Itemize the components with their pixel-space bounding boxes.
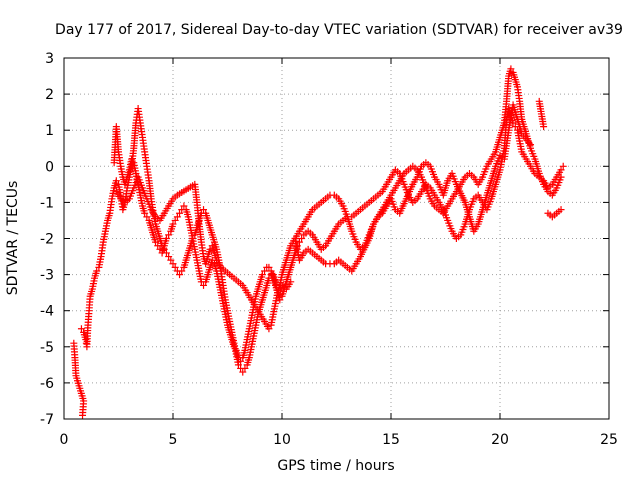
y-tick-label: 1 <box>45 123 54 139</box>
y-tick-label: -4 <box>40 304 54 320</box>
y-tick-label: -6 <box>40 376 54 392</box>
x-tick-labels: 0 5 10 15 20 25 <box>60 432 618 448</box>
data-point <box>154 242 162 250</box>
data-points <box>70 65 567 419</box>
data-point <box>112 177 120 185</box>
data-point <box>171 216 179 224</box>
x-tick-label: 5 <box>169 432 178 448</box>
x-tick-label: 10 <box>273 432 291 448</box>
data-point <box>239 368 247 376</box>
data-point <box>557 166 565 174</box>
y-tick-label: 3 <box>45 51 54 67</box>
x-tick-label: 25 <box>600 432 618 448</box>
data-point <box>261 267 269 275</box>
data-point <box>128 155 136 163</box>
x-tick-label: 20 <box>491 432 509 448</box>
data-point <box>141 209 149 217</box>
data-point <box>173 213 181 221</box>
data-point <box>79 411 87 419</box>
data-point <box>171 263 179 271</box>
data-point <box>200 281 208 289</box>
data-point <box>241 364 249 372</box>
data-point <box>169 260 177 268</box>
data-point <box>165 253 173 261</box>
data-point <box>557 206 565 214</box>
y-axis-label: SDTVAR / TECUs <box>5 181 21 296</box>
data-point <box>180 202 188 210</box>
y-tick-label: -5 <box>40 340 54 356</box>
data-point <box>258 271 266 279</box>
data-point <box>93 267 101 275</box>
data-point <box>298 235 306 242</box>
data-point <box>557 173 565 181</box>
data-point <box>143 213 151 221</box>
data-point <box>165 231 173 239</box>
data-point <box>234 361 242 369</box>
data-point <box>540 123 548 131</box>
data-point <box>265 325 273 333</box>
data-point <box>162 235 170 242</box>
x-axis-label: GPS time / hours <box>277 458 394 474</box>
data-point <box>230 343 238 351</box>
y-tick-label: -1 <box>40 195 54 211</box>
data-point <box>167 256 175 264</box>
data-point <box>178 267 186 275</box>
data-point <box>169 220 177 228</box>
data-point <box>287 278 295 286</box>
x-tick-label: 15 <box>382 432 400 448</box>
data-point <box>559 162 567 170</box>
y-tick-label: -3 <box>40 268 54 284</box>
data-point <box>527 141 535 149</box>
data-point <box>77 325 85 333</box>
y-tick-labels: -7 -6 -5 -4 -3 -2 -1 0 1 2 3 <box>40 51 54 428</box>
y-tick-label: -7 <box>40 412 54 428</box>
y-tick-label: 2 <box>45 87 54 103</box>
data-point <box>507 65 515 73</box>
axis-ticks <box>63 57 610 420</box>
data-point <box>176 209 184 217</box>
data-point <box>176 271 184 279</box>
data-point <box>152 238 160 246</box>
data-point <box>237 357 245 365</box>
data-point <box>200 206 208 214</box>
y-tick-label: 0 <box>45 159 54 175</box>
data-point <box>265 263 273 271</box>
x-tick-label: 0 <box>60 432 69 448</box>
chart-title: Day 177 of 2017, Sidereal Day-to-day VTE… <box>55 22 623 38</box>
y-tick-label: -2 <box>40 232 54 248</box>
grid-lines <box>64 58 609 419</box>
